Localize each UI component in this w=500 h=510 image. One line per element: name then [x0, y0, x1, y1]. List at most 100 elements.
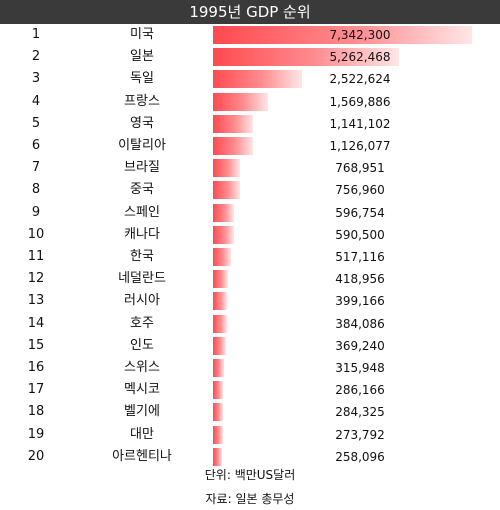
- chart-row: 3 독일 2,522,624: [0, 68, 500, 90]
- country-label: 영국: [130, 115, 154, 131]
- country-label: 이탈리아: [118, 138, 166, 153]
- value-label: 258,096: [335, 449, 385, 464]
- gdp-bar: [213, 336, 227, 355]
- country-label: 중국: [130, 182, 154, 198]
- gdp-bar: [213, 48, 399, 67]
- rank-label: 7: [31, 160, 41, 176]
- value-label: 315,948: [335, 361, 385, 375]
- gdp-bar: [213, 26, 472, 44]
- chart-row: 13 러시아 399,166: [0, 290, 500, 312]
- rank-label: 6: [31, 138, 41, 153]
- rank-label: 2: [31, 49, 41, 65]
- unit-note: 단위: 백만US달러: [204, 468, 296, 482]
- value-label: 286,166: [335, 383, 385, 398]
- chart-row: 1 미국 7,342,300: [0, 24, 500, 46]
- chart-row: 15 인도 369,240: [0, 335, 500, 357]
- chart-row: 5 영국 1,141,102: [0, 113, 500, 135]
- gdp-bar: [213, 403, 224, 422]
- chart-row: 8 중국 756,960: [0, 179, 500, 201]
- gdp-bar: [213, 225, 234, 244]
- country-label: 일본: [130, 49, 154, 65]
- gdp-bar: [213, 381, 224, 400]
- rank-label: 1: [31, 27, 41, 42]
- country-label: 브라질: [124, 160, 160, 176]
- rank-label: 3: [31, 71, 41, 87]
- value-label: 418,956: [335, 272, 385, 287]
- rank-label: 9: [31, 204, 41, 220]
- rank-label: 17: [27, 382, 45, 398]
- chart-row: 11 한국 517,116: [0, 246, 500, 268]
- country-label: 아르헨티나: [112, 448, 172, 464]
- gdp-bar: [213, 159, 241, 178]
- value-label: 384,086: [335, 316, 385, 331]
- chart-row: 4 프랑스 1,569,886: [0, 91, 500, 113]
- gdp-bar: [213, 203, 235, 222]
- gdp-bar: [213, 447, 223, 466]
- chart-row: 18 벨기에 284,325: [0, 401, 500, 423]
- country-label: 멕시코: [124, 382, 160, 398]
- rank-label: 12: [27, 271, 45, 287]
- rank-label: 14: [27, 315, 45, 331]
- chart-row: 17 멕시코 286,166: [0, 379, 500, 401]
- country-label: 스페인: [124, 204, 160, 220]
- chart-row: 16 스위스 315,948: [0, 357, 500, 379]
- chart-title: 1995년 GDP 순위: [0, 0, 500, 24]
- chart-row: 9 스페인 596,754: [0, 202, 500, 224]
- rank-label: 18: [27, 404, 45, 420]
- gdp-bar: [213, 114, 254, 133]
- rank-label: 8: [31, 182, 41, 198]
- country-label: 미국: [130, 27, 154, 42]
- rank-label: 10: [27, 226, 45, 242]
- chart-row: 14 호주 384,086: [0, 313, 500, 335]
- chart-row: 2 일본 5,262,468: [0, 46, 500, 68]
- rank-label: 11: [27, 249, 45, 264]
- gdp-bar: [213, 181, 240, 200]
- chart-row: 19 대만 273,792: [0, 424, 500, 446]
- value-label: 284,325: [335, 405, 385, 420]
- rank-label: 19: [27, 426, 45, 442]
- chart-row: 12 네덜란드 418,956: [0, 268, 500, 290]
- chart-row: 6 이탈리아 1,126,077: [0, 135, 500, 157]
- value-label: 5,262,468: [329, 50, 391, 65]
- gdp-bar: [213, 92, 269, 111]
- value-label: 590,500: [335, 227, 385, 242]
- country-label: 네덜란드: [118, 271, 166, 287]
- value-label: 768,951: [335, 161, 385, 176]
- chart-row: 10 캐나다 590,500: [0, 224, 500, 246]
- gdp-bar: [213, 314, 227, 333]
- country-label: 프랑스: [124, 93, 160, 109]
- country-label: 인도: [130, 337, 154, 353]
- gdp-bar: [213, 292, 228, 311]
- gdp-bar: [213, 359, 225, 377]
- rank-label: 5: [31, 115, 41, 131]
- gdp-bar: [213, 270, 228, 289]
- value-label: 369,240: [335, 338, 385, 353]
- value-label: 517,116: [335, 250, 385, 264]
- gdp-bar: [213, 137, 253, 155]
- country-label: 호주: [130, 315, 154, 331]
- country-label: 벨기에: [124, 404, 160, 420]
- rank-label: 15: [27, 337, 45, 353]
- country-label: 러시아: [124, 293, 160, 309]
- value-label: 596,754: [335, 205, 385, 220]
- rank-label: 4: [31, 93, 41, 109]
- country-label: 스위스: [124, 360, 160, 375]
- value-label: 1,569,886: [329, 94, 391, 109]
- value-label: 7,342,300: [329, 28, 391, 42]
- country-label: 한국: [130, 249, 154, 264]
- gdp-bar: [213, 70, 302, 89]
- chart-row: 7 브라질 768,951: [0, 157, 500, 179]
- gdp-bar: [213, 425, 223, 444]
- value-label: 756,960: [335, 183, 385, 198]
- source-note: 자료: 일본 총무성: [205, 492, 295, 506]
- value-label: 273,792: [335, 427, 385, 442]
- value-label: 2,522,624: [329, 72, 391, 87]
- chart-row: 20 아르헨티나 258,096: [0, 446, 500, 468]
- rank-label: 13: [27, 293, 45, 309]
- country-label: 대만: [130, 426, 154, 442]
- gdp-bar: [213, 248, 232, 266]
- value-label: 1,126,077: [329, 139, 391, 153]
- country-label: 캐나다: [124, 226, 160, 242]
- value-label: 399,166: [335, 294, 385, 309]
- country-label: 독일: [130, 71, 154, 87]
